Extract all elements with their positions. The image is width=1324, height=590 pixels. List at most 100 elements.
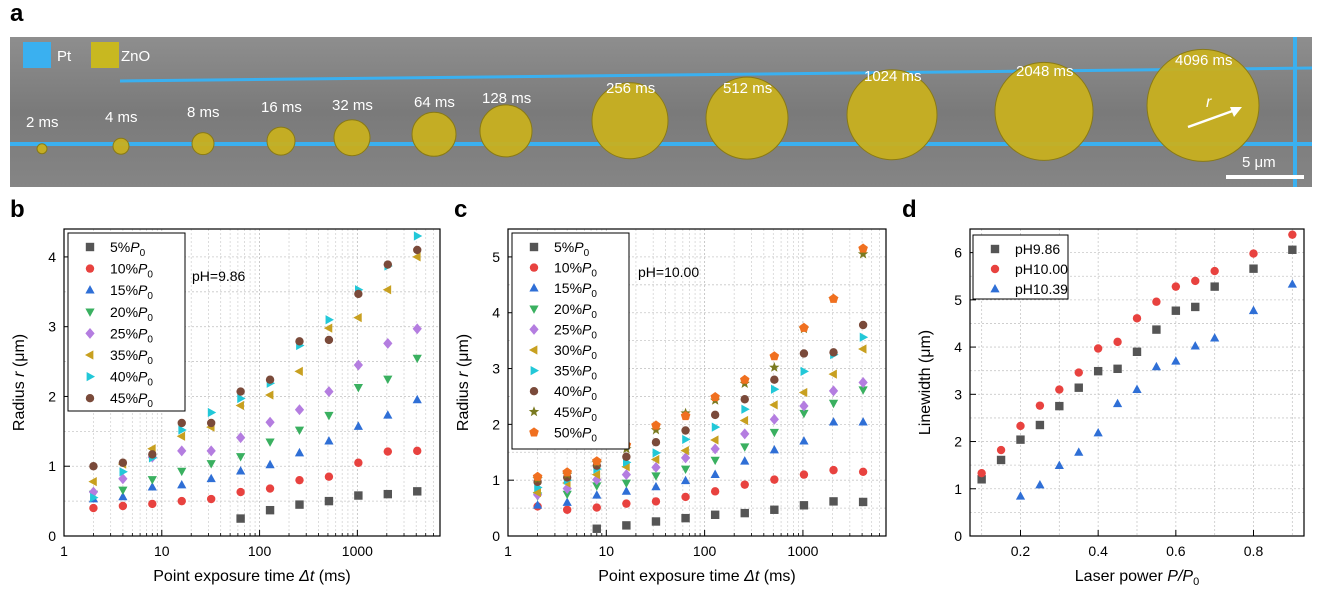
data-point [265,438,275,447]
legend-box [972,234,1069,300]
exposure-label: 64 ms [414,94,455,111]
series [532,377,868,501]
y-tick-label: 2 [48,388,56,404]
radius-arrow [1187,107,1239,129]
data-point [529,263,539,272]
data-point [354,289,363,299]
data-point [770,375,779,384]
x-tick-label: 100 [693,543,717,559]
legend-label: 5%P0 [554,239,590,259]
data-point [85,394,95,403]
scale-bar-label: 5 μm [1242,154,1276,171]
legend-label: 5%P0 [110,239,146,259]
legend-label: 30%P0 [554,342,597,362]
data-point [800,366,809,376]
chart-annotation: pH=10.00 [638,264,699,280]
exposure-label: 16 ms [261,99,302,116]
data-point [770,475,779,484]
data-point [621,469,631,481]
data-point [977,475,986,484]
data-point [324,335,334,345]
series [1015,279,1297,500]
data-point [996,445,1006,455]
data-point [148,499,157,509]
data-point [829,348,838,357]
data-point [990,264,1000,274]
data-point [710,435,719,445]
series [977,230,1297,478]
data-point [529,323,539,335]
data-point [530,365,540,376]
data-point [1151,361,1162,371]
data-point [740,443,750,452]
data-point [1132,314,1142,323]
data-point [412,354,422,364]
data-point [740,395,749,404]
data-point [353,312,362,323]
data-point [858,344,867,354]
data-point [532,500,543,509]
data-point [1055,401,1064,411]
panel-letter-d: d [902,196,917,223]
data-point [681,513,690,523]
exposure-label: 256 ms [606,80,655,97]
radius-label: r [1206,94,1212,111]
plot-frame [969,228,1305,537]
data-point [176,431,186,441]
legend-label: 25%P0 [554,321,597,341]
zno-dome [591,82,669,160]
zno-dome [333,119,371,157]
panel-letter-b: b [10,196,25,223]
data-point [323,323,333,333]
data-point [413,446,422,456]
y-axis-label: Radius r (μm) [455,334,472,431]
data-point [1035,420,1045,430]
data-point [681,426,690,435]
data-point [89,462,98,471]
data-point [236,387,245,396]
y-axis-label: Linewidth (μm) [917,330,934,435]
data-point [1248,305,1259,315]
data-point [680,445,689,456]
legend: 5%P010%P015%P020%P025%P030%P035%P040%P04… [511,232,630,450]
zno-domes: 2 ms 4 ms 8 ms 16 ms 32 ms 64 ms 128 ms 256 ms 5… [26,48,1260,162]
data-point [529,427,539,437]
data-point [562,505,572,514]
zno-dome [994,61,1094,161]
data-point [1171,356,1181,365]
data-point [710,487,720,496]
legend-label: pH9.86 [1015,241,1060,257]
data-point [1112,398,1123,408]
data-point [354,491,363,500]
data-point [413,245,422,255]
data-point [265,459,275,469]
data-point [710,469,720,478]
data-point [147,476,157,485]
data-point [528,345,538,355]
y-tick-label: 3 [492,361,500,377]
data-point [562,467,572,477]
data-point [680,465,691,475]
data-point [651,517,661,526]
data-point [1191,302,1200,312]
data-point [294,426,305,435]
data-point [990,244,1000,254]
legend-box [67,232,186,412]
data-point [680,452,691,464]
exposure-label: 512 ms [723,80,772,97]
legend-label: 45%P0 [554,404,597,424]
data-point [1171,282,1181,291]
data-point [710,410,720,420]
data-point [235,400,244,411]
data-point [858,467,868,477]
series [236,487,422,523]
data-point [651,472,661,481]
data-point [118,458,128,467]
data-point [147,482,157,491]
data-point [1074,447,1084,456]
data-point [828,399,839,409]
data-point [324,386,334,398]
data-point [85,242,95,252]
data-point [621,479,631,489]
